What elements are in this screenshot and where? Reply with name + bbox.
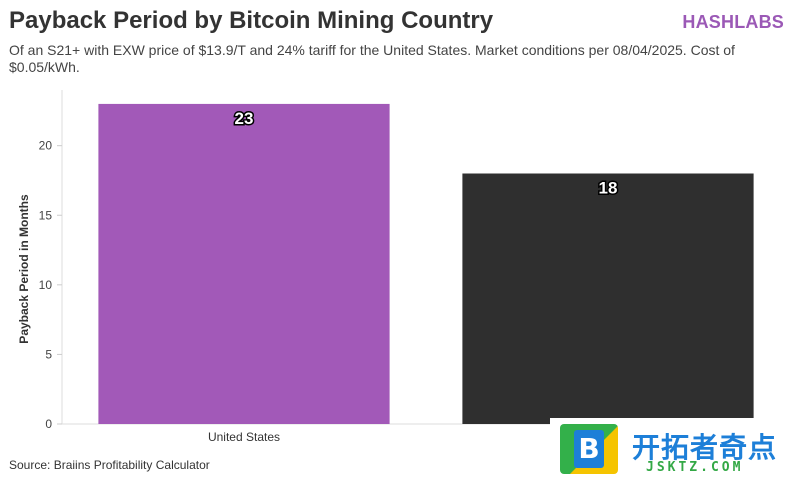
watermark-logo-icon: B — [560, 424, 618, 474]
bar — [462, 173, 754, 424]
watermark-text: 开拓者奇点 — [632, 431, 778, 464]
y-tick-label: 5 — [45, 347, 52, 361]
brand-logo: HASHLABS — [682, 12, 784, 32]
watermark-url: JSKTZ.COM — [646, 460, 744, 475]
x-tick-label: United States — [208, 430, 280, 444]
y-axis-label: Payback Period in Months — [17, 194, 31, 344]
watermark-logo-letter: B — [574, 430, 604, 468]
y-tick-label: 20 — [39, 139, 53, 153]
chart-subtitle: Of an S21+ with EXW price of $13.9/T and… — [9, 42, 735, 75]
bar — [98, 103, 390, 425]
bar-data-label: 18 — [599, 179, 618, 198]
chart-title: Payback Period by Bitcoin Mining Country — [9, 7, 494, 34]
y-tick-label: 10 — [39, 278, 53, 292]
watermark: B 开拓者奇点 JSKTZ.COM — [550, 418, 800, 480]
bar-data-label: 23 — [235, 109, 254, 128]
y-tick-label: 0 — [45, 417, 52, 431]
source-note: Source: Braiins Profitability Calculator — [9, 458, 210, 472]
y-tick-label: 15 — [39, 208, 53, 222]
